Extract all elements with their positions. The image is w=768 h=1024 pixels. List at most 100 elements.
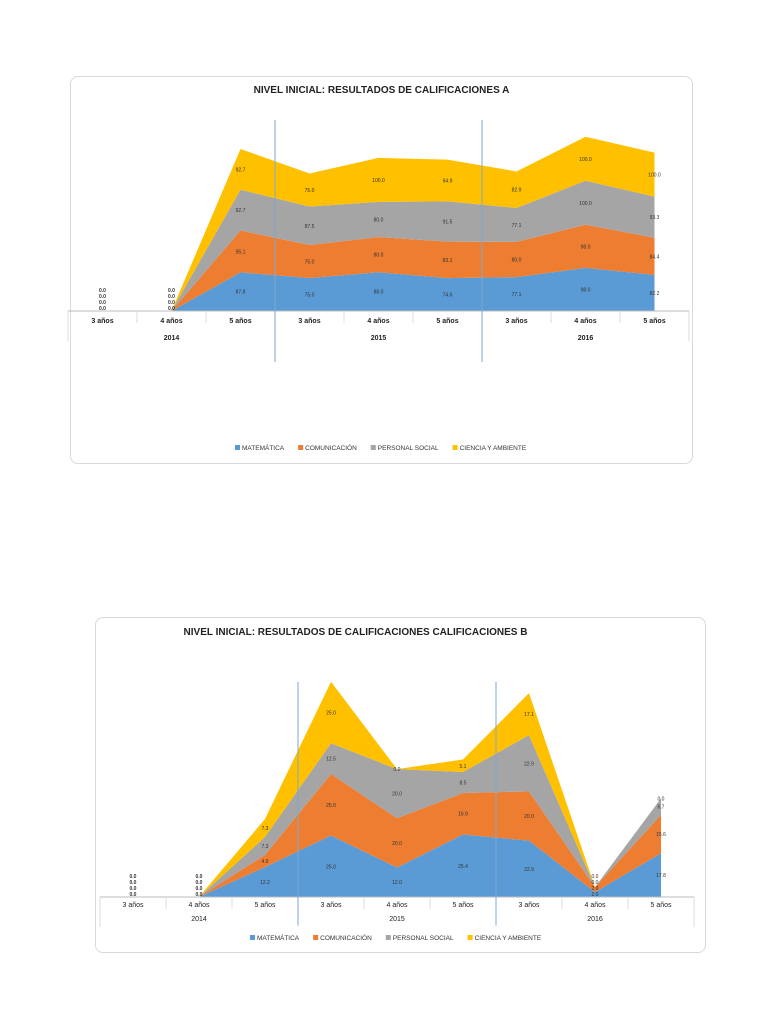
data-label: 94.9 — [443, 178, 453, 184]
data-label: 15.6 — [656, 832, 666, 838]
data-label: 0.0 — [99, 294, 106, 300]
data-label: 93.3 — [650, 215, 660, 221]
x-tick-label: 5 años — [229, 318, 251, 325]
data-label: 2.0 — [592, 892, 599, 898]
data-label: 12.5 — [326, 757, 336, 763]
data-label: 80.0 — [512, 257, 522, 263]
data-label: 5.1 — [460, 764, 467, 770]
x-tick-label: 3 años — [320, 902, 342, 909]
data-label: 17.8 — [656, 873, 666, 879]
x-tick-label: 4 años — [160, 318, 182, 325]
x-tick-label: 5 años — [254, 902, 276, 909]
data-label: 0.0 — [99, 306, 106, 312]
data-label: 87.8 — [236, 290, 246, 296]
data-label: 77.1 — [512, 223, 522, 229]
legend-swatch — [452, 445, 458, 450]
data-label: 75.0 — [305, 260, 315, 266]
data-label: 82.9 — [512, 188, 522, 194]
data-label: 98.0 — [581, 287, 591, 293]
data-label: 25.0 — [326, 803, 336, 809]
data-label: 2.0 — [592, 886, 599, 892]
area-personal-social — [133, 735, 661, 897]
area-comunicación — [133, 774, 661, 897]
x-tick-label: 4 años — [574, 318, 596, 325]
legend-label: CIENCIA Y AMBIENTE — [475, 935, 542, 942]
data-label: 92.7 — [236, 208, 246, 214]
data-label: 20.0 — [392, 841, 402, 847]
data-label: 100.0 — [648, 173, 661, 179]
legend-swatch — [313, 935, 319, 940]
group-label: 2015 — [371, 335, 387, 342]
data-label: 6.7 — [658, 805, 665, 811]
data-label: 92.7 — [236, 167, 246, 173]
data-label: 25.0 — [326, 864, 336, 870]
legend-swatch — [298, 445, 304, 450]
group-label: 2016 — [578, 335, 594, 342]
data-label: 0.0 — [658, 796, 665, 802]
x-tick-label: 3 años — [122, 902, 144, 909]
data-label: 0.0 — [592, 880, 599, 886]
data-label: 16.9 — [458, 812, 468, 818]
x-tick-label: 3 años — [298, 318, 320, 325]
legend-label: MATEMÁTICA — [242, 443, 285, 452]
chart-b-title: NIVEL INICIAL: RESULTADOS DE CALIFICACIO… — [183, 627, 528, 638]
data-label: 22.9 — [524, 867, 534, 873]
data-label: 88.0 — [374, 290, 384, 296]
area-comunicación — [102, 224, 655, 311]
group-label: 2015 — [389, 916, 405, 923]
legend-label: PERSONAL SOCIAL — [378, 445, 439, 452]
data-label: 100.0 — [579, 157, 592, 163]
data-label: 0.0 — [196, 880, 203, 886]
legend-label: CIENCIA Y AMBIENTE — [460, 445, 527, 452]
x-tick-label: 5 años — [650, 902, 672, 909]
legend-swatch — [250, 935, 255, 940]
data-label: 0.0 — [394, 767, 401, 773]
data-label: 8.5 — [460, 780, 467, 786]
data-label: 0.0 — [130, 874, 137, 880]
data-label: 0.0 — [196, 874, 203, 880]
data-label: 95.1 — [236, 249, 246, 255]
area-ciencia-y-ambiente — [102, 136, 655, 311]
data-label: 17.1 — [524, 712, 534, 718]
data-label: 25.0 — [326, 711, 336, 717]
legend-label: MATEMÁTICA — [257, 933, 300, 942]
data-label: 0.0 — [592, 874, 599, 880]
data-label: 0.0 — [196, 892, 203, 898]
x-tick-label: 4 años — [367, 318, 389, 325]
data-label: 75.0 — [305, 188, 315, 194]
data-label: 20.0 — [392, 792, 402, 798]
group-label: 2014 — [164, 335, 180, 342]
data-label: 25.4 — [458, 864, 468, 870]
data-label: 0.0 — [99, 300, 106, 306]
legend-swatch — [385, 935, 391, 940]
x-tick-label: 3 años — [91, 318, 113, 325]
data-label: 91.5 — [443, 219, 453, 225]
x-tick-label: 5 años — [643, 318, 665, 325]
data-label: 12.2 — [260, 880, 270, 886]
chart-a-title: NIVEL INICIAL: RESULTADOS DE CALIFICACIO… — [253, 85, 510, 96]
area-personal-social — [102, 180, 655, 311]
data-label: 12.0 — [392, 880, 402, 886]
area-matemática — [133, 834, 661, 897]
x-tick-label: 5 años — [436, 318, 458, 325]
data-label: 7.3 — [262, 844, 269, 850]
data-label: 74.6 — [443, 293, 453, 299]
x-tick-label: 5 años — [452, 902, 474, 909]
group-label: 2016 — [587, 916, 603, 923]
x-tick-label: 3 años — [518, 902, 540, 909]
data-label: 22.9 — [524, 761, 534, 767]
data-label: 75.0 — [305, 293, 315, 299]
data-label: 0.0 — [130, 880, 137, 886]
data-label: 0.0 — [168, 300, 175, 306]
data-label: 4.9 — [262, 859, 269, 865]
x-tick-label: 4 años — [584, 902, 606, 909]
legend-swatch — [370, 445, 376, 450]
data-label: 20.0 — [524, 814, 534, 820]
legend-label: COMUNICACIÓN — [320, 933, 372, 942]
x-tick-label: 4 años — [386, 902, 408, 909]
x-tick-label: 3 años — [505, 318, 527, 325]
legend-label: PERSONAL SOCIAL — [393, 935, 454, 942]
data-label: 82.2 — [650, 291, 660, 297]
data-label: 80.0 — [374, 217, 384, 223]
data-label: 0.0 — [168, 288, 175, 294]
